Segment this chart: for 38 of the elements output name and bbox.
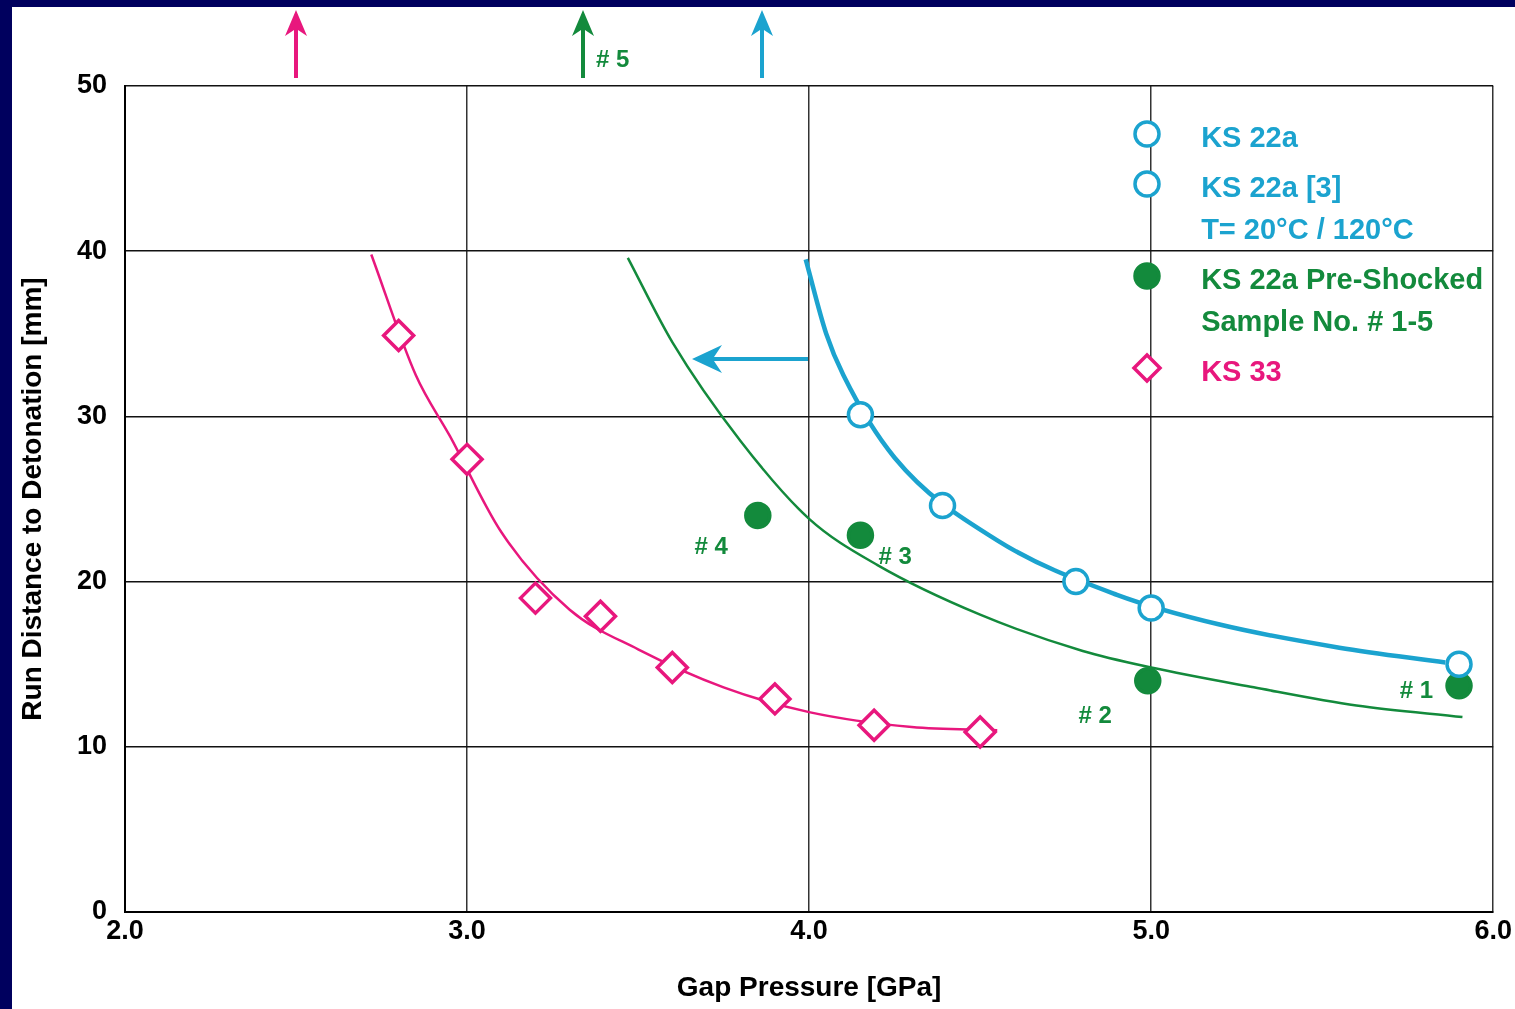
text: # 5 xyxy=(596,45,630,72)
point xyxy=(1134,666,1162,695)
y-tick-label: 30 xyxy=(76,399,107,430)
legend-label: KS 22a [3] T= 20°C / 120°C xyxy=(1201,170,1414,247)
annotation: # 3 xyxy=(878,541,912,569)
point xyxy=(1137,594,1165,622)
point xyxy=(846,521,875,550)
point xyxy=(758,682,792,716)
y-tick-label: 0 xyxy=(91,895,107,926)
legend-label: KS 22a Pre-Shocked Sample No. # 1-5 xyxy=(1201,262,1484,339)
annotation: # 2 xyxy=(1078,701,1112,729)
point xyxy=(518,581,553,615)
y-tick-label: 10 xyxy=(76,730,107,761)
point xyxy=(381,318,416,353)
y-tick-label: 20 xyxy=(76,565,107,596)
y-axis-title: Run Distance to Detonation [mm] xyxy=(15,277,47,721)
x-tick-label: 2.0 xyxy=(106,914,144,945)
x-tick-label: 4.0 xyxy=(790,914,828,945)
y-tick-label: 40 xyxy=(76,234,107,265)
x-tick-label: 3.0 xyxy=(448,914,486,945)
x-tick-label: 5.0 xyxy=(1132,914,1170,945)
y-tick-label: 50 xyxy=(76,69,107,100)
legend-label: KS 22a xyxy=(1201,120,1298,155)
point xyxy=(846,401,875,429)
point xyxy=(655,650,690,685)
point xyxy=(583,599,618,634)
legend-label: KS 33 xyxy=(1201,354,1282,389)
point xyxy=(744,501,772,530)
annotation: # 1 xyxy=(1399,676,1434,704)
point xyxy=(450,442,484,477)
x-axis-title: Gap Pressure [GPa] xyxy=(676,970,942,1002)
x-tick-label: 6.0 xyxy=(1474,914,1513,945)
point xyxy=(1445,650,1473,678)
annotation: # 4 xyxy=(694,532,729,560)
point xyxy=(857,708,891,743)
point xyxy=(1062,567,1090,596)
point xyxy=(928,491,957,520)
point xyxy=(963,715,997,749)
